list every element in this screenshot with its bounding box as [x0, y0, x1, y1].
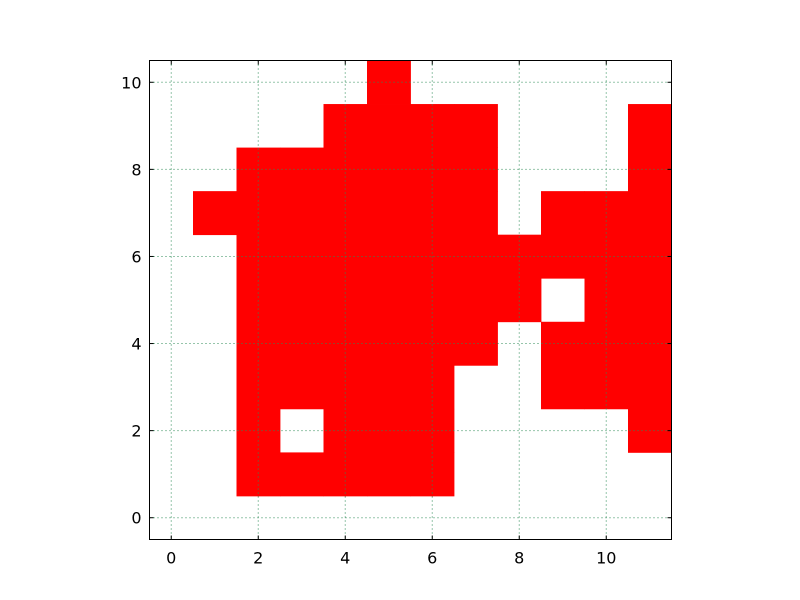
heatmap-cell: [410, 452, 455, 497]
heatmap-cell: [584, 365, 629, 410]
heatmap-cell: [236, 452, 281, 497]
axes-frame: [149, 60, 672, 540]
heatmap-cell: [323, 278, 368, 323]
x-tick-label: 6: [427, 549, 437, 568]
x-tick-label: 10: [596, 549, 616, 568]
tick-label-layer: 0 2 4 6 8 10 0 2 4 6 8 10: [121, 73, 616, 567]
x-tick-label: 0: [166, 549, 176, 568]
y-tick-label: 10: [121, 73, 141, 92]
heatmap-cell: [280, 365, 324, 410]
heatmap-cell: [280, 452, 324, 497]
x-tick-label: 4: [340, 549, 350, 568]
heatmap-cell: [410, 408, 455, 453]
y-tick-label: 4: [131, 335, 141, 354]
heatmap-cell: [367, 104, 411, 148]
x-tick-label: 8: [514, 549, 524, 568]
heatmap-cell: [367, 191, 411, 236]
y-tick-label: 0: [131, 509, 141, 528]
heatmap-cell: [497, 278, 542, 323]
heatmap-cell: [628, 278, 672, 323]
y-tick-label: 8: [131, 160, 141, 179]
heatmap-cell: [454, 234, 498, 279]
tick-layer: [149, 60, 672, 540]
heatmap-cell: [367, 452, 411, 497]
heatmap-cell: [454, 104, 498, 148]
heatmap-cell: [193, 191, 237, 236]
heatmap-cell: [628, 104, 672, 148]
cell-layer: [193, 60, 672, 497]
heatmap-cell: [280, 278, 324, 323]
heatmap-cell: [454, 278, 498, 323]
heatmap-cell: [236, 365, 281, 410]
y-tick-label: 2: [131, 422, 141, 441]
plot-area: [149, 60, 672, 540]
heatmap-cell: [454, 147, 498, 192]
heatmap-cell: [410, 278, 455, 323]
heatmap-cell: [541, 191, 585, 236]
heatmap-cell: [584, 278, 629, 323]
heatmap-cell: [454, 321, 498, 366]
y-tick-label: 6: [131, 247, 141, 266]
heatmap-cell: [280, 191, 324, 236]
heatmap-cell: [323, 365, 368, 410]
heatmap-cell: [323, 147, 368, 192]
heatmap-cell: [410, 365, 455, 410]
heatmap-cell: [541, 365, 585, 410]
heatmap-cell: [410, 321, 455, 366]
heatmap-cell: [454, 191, 498, 236]
heatmap-cell: [236, 278, 281, 323]
heatmap-cell: [367, 278, 411, 323]
grid-layer: [149, 60, 672, 540]
heatmap-cell: [628, 365, 672, 410]
x-tick-label: 2: [253, 549, 263, 568]
heatmap-cell: [628, 191, 672, 236]
heatmap-cell: [323, 452, 368, 497]
heatmap-cell: [367, 365, 411, 410]
